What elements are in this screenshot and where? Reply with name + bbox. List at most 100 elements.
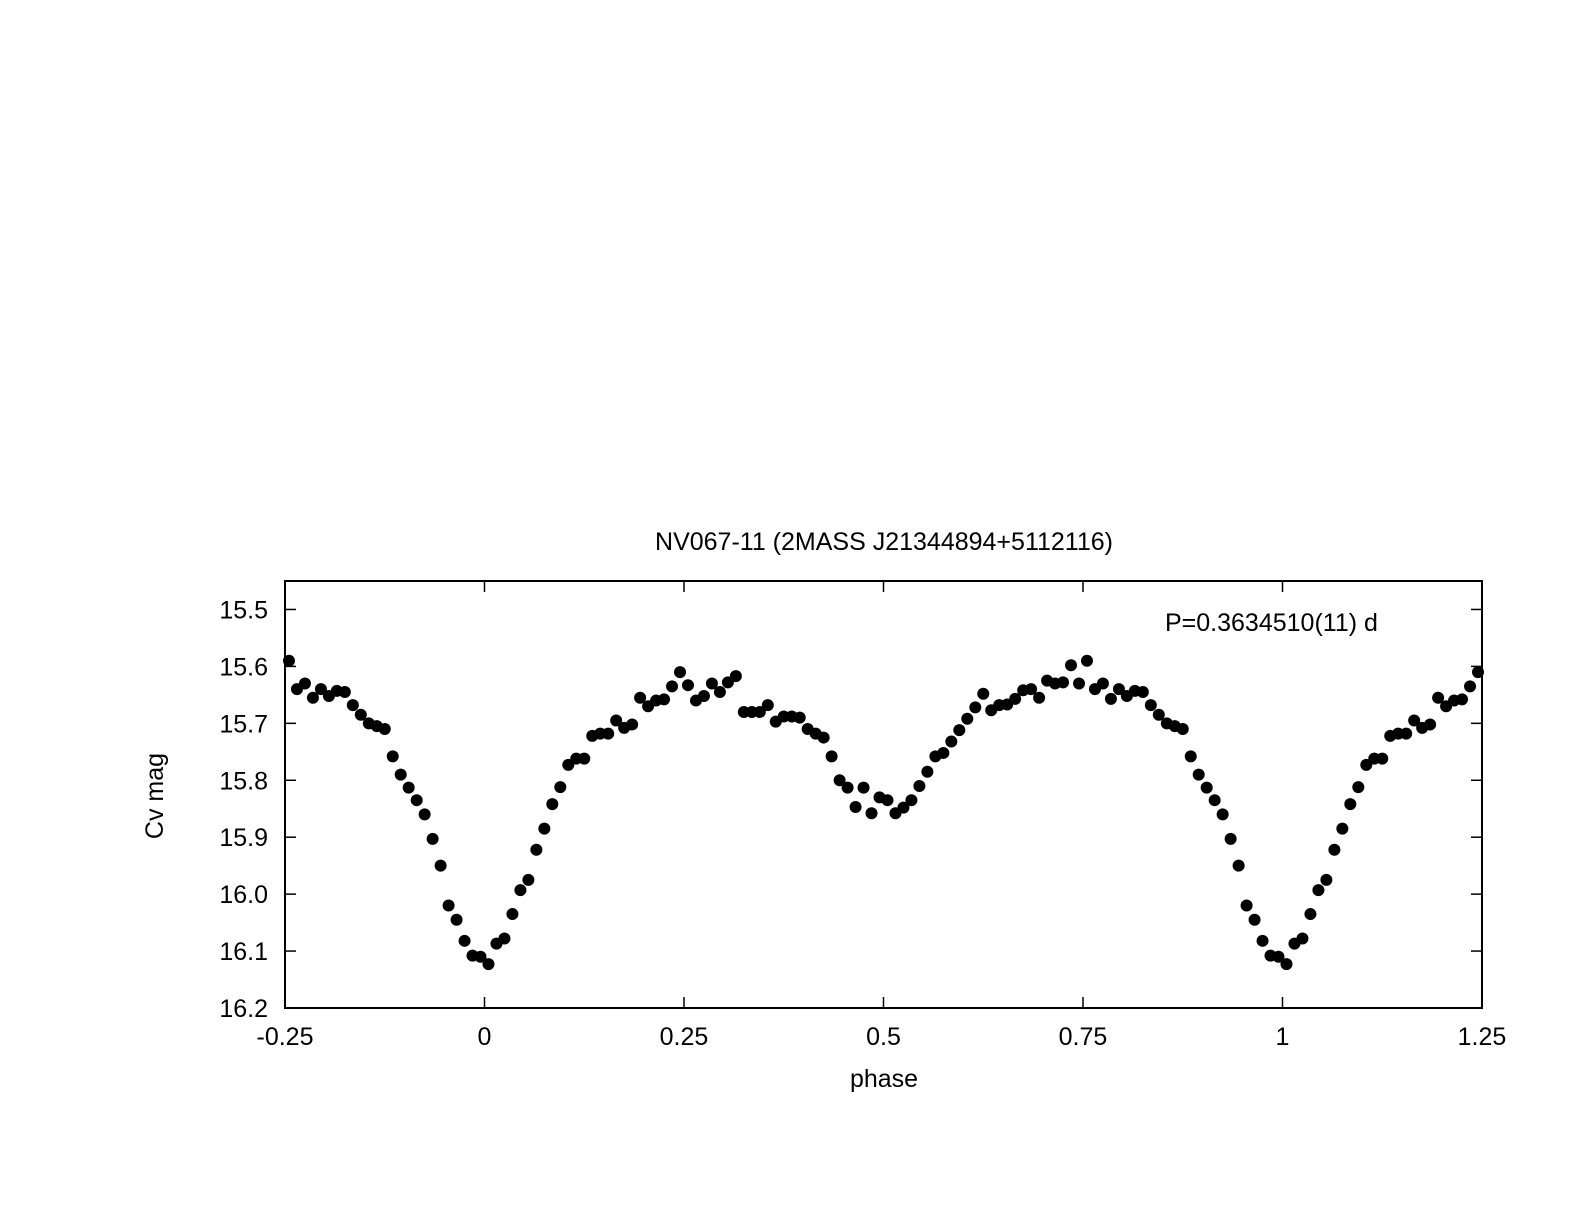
data-point-0-40	[602, 727, 615, 740]
data-point-0-86	[969, 701, 982, 714]
data-point-0-70	[841, 781, 854, 794]
data-point-0-4	[314, 683, 327, 696]
data-point-0-104	[1112, 683, 1125, 696]
data-point-0-116	[1208, 794, 1221, 807]
data-point-0-15	[402, 781, 415, 794]
data-point-0-148	[1464, 680, 1477, 693]
data-point-0-34	[554, 781, 567, 794]
data-point-0-32	[538, 822, 551, 835]
data-point-0-37	[578, 752, 591, 765]
data-point-0-128	[1304, 908, 1317, 921]
data-point-0-99	[1073, 677, 1086, 690]
data-point-0-117	[1216, 808, 1229, 821]
data-point-0-82	[937, 746, 950, 759]
data-point-0-149	[1472, 666, 1485, 679]
data-point-0-30	[522, 873, 535, 886]
data-point-0-97	[1057, 676, 1070, 689]
data-point-0-94	[1033, 691, 1046, 704]
y-tick-label-0: 15.5	[219, 596, 268, 624]
data-point-0-80	[921, 765, 934, 778]
data-point-0-100	[1080, 654, 1093, 667]
x-tick-label-4: 0.75	[1059, 1023, 1108, 1051]
data-point-0-25	[482, 958, 495, 971]
data-point-0-29	[514, 884, 527, 897]
data-point-0-127	[1296, 932, 1309, 945]
data-point-0-41	[610, 714, 623, 727]
data-point-0-27	[498, 932, 511, 945]
y-tick-label-1: 15.6	[219, 653, 268, 681]
data-point-0-120	[1240, 899, 1253, 912]
data-point-0-131	[1328, 843, 1341, 856]
x-tick-label-5: 1	[1276, 1023, 1290, 1051]
data-point-0-144	[1432, 691, 1445, 704]
data-point-0-102	[1096, 677, 1109, 690]
data-point-0-47	[658, 693, 671, 706]
data-point-0-68	[825, 750, 838, 763]
data-point-0-18	[426, 832, 439, 845]
data-point-0-75	[881, 794, 894, 807]
data-point-0-54	[713, 686, 726, 699]
data-point-0-132	[1336, 822, 1349, 835]
data-point-0-19	[434, 859, 447, 872]
tick-labels: -0.25 0 0.25 0.5 0.75 1 1.25 15.5 15.6 15.7 15.8 15…	[219, 596, 1506, 1051]
data-point-0-87	[977, 687, 990, 700]
data-point-0-17	[418, 808, 431, 821]
data-point-0-21	[450, 913, 463, 926]
data-point-0-129	[1312, 884, 1325, 897]
data-point-0-137	[1376, 752, 1389, 765]
data-point-0-77	[897, 801, 910, 814]
data-point-0-72	[857, 781, 870, 794]
data-point-0-114	[1192, 768, 1205, 781]
chart-title: NV067-11 (2MASS J21344894+5112116)	[655, 528, 1113, 556]
data-point-0-134	[1352, 781, 1365, 794]
data-point-0-3	[306, 691, 319, 704]
data-point-0-7	[338, 686, 351, 699]
data-point-0-78	[905, 794, 918, 807]
data-point-0-115	[1200, 781, 1213, 794]
y-axis-title: Cv mag	[141, 753, 169, 839]
data-point-0-73	[865, 807, 878, 820]
data-point-0-22	[458, 934, 471, 947]
data-point-0-93	[1025, 683, 1038, 696]
data-point-0-98	[1065, 659, 1078, 672]
data-point-0-64	[793, 711, 806, 724]
x-tick-label-6: 1.25	[1458, 1023, 1507, 1051]
data-point-0-109	[1152, 708, 1165, 721]
data-point-0-125	[1280, 958, 1293, 971]
data-point-0-113	[1184, 750, 1197, 763]
data-point-0-53	[705, 677, 718, 690]
data-point-0-83	[945, 735, 958, 748]
y-tick-label-4: 15.9	[219, 824, 268, 852]
period-annotation: P=0.3634510(11) d	[1165, 609, 1378, 637]
data-point-0-118	[1224, 832, 1237, 845]
data-point-0-43	[626, 718, 639, 731]
y-tick-label-3: 15.8	[219, 767, 268, 795]
data-point-0-91	[1009, 692, 1022, 705]
y-tick-label-6: 16.1	[219, 938, 268, 966]
data-point-0-0	[282, 654, 295, 667]
data-point-0-13	[386, 750, 399, 763]
data-point-0-60	[761, 699, 774, 712]
data-point-0-147	[1456, 693, 1469, 706]
data-point-0-141	[1408, 714, 1421, 727]
data-point-0-50	[681, 679, 694, 692]
data-point-0-124	[1272, 950, 1285, 963]
data-points	[282, 654, 1485, 971]
data-point-0-8	[346, 699, 359, 712]
axis-ticks	[284, 581, 1483, 1009]
data-point-0-107	[1136, 686, 1149, 699]
data-point-0-69	[833, 774, 846, 787]
data-point-0-130	[1320, 873, 1333, 886]
data-point-0-133	[1344, 798, 1357, 811]
y-tick-label-5: 16.0	[219, 881, 268, 909]
data-point-0-143	[1424, 718, 1437, 731]
x-tick-label-3: 0.5	[866, 1023, 901, 1051]
data-point-0-67	[817, 731, 830, 744]
data-point-0-84	[953, 724, 966, 737]
y-tick-label-2: 15.7	[219, 710, 268, 738]
data-point-0-44	[634, 691, 647, 704]
data-point-0-79	[913, 779, 926, 792]
data-point-0-12	[378, 723, 391, 736]
data-point-0-140	[1400, 727, 1413, 740]
